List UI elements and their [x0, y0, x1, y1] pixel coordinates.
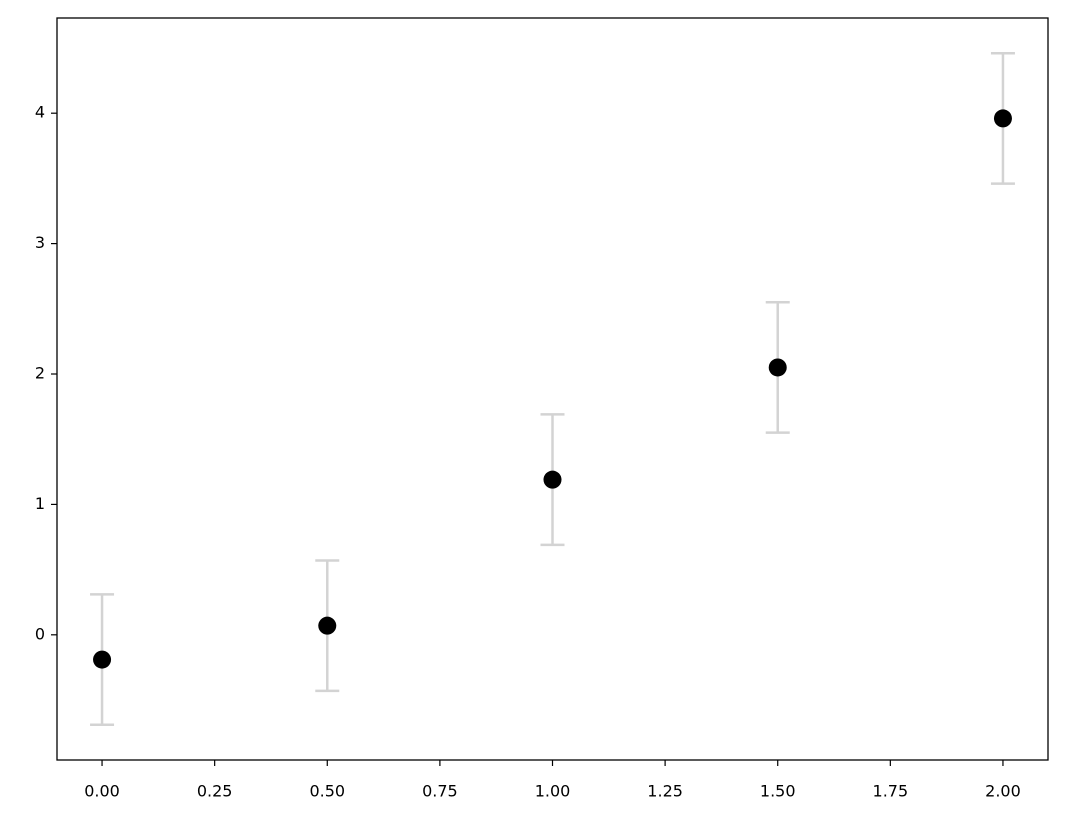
point [543, 470, 562, 489]
x-tick-label: 0.00 [84, 782, 120, 801]
point [318, 616, 337, 635]
x-tick-label: 0.25 [197, 782, 233, 801]
x-tick-label: 1.50 [760, 782, 796, 801]
x-tick-label: 0.50 [309, 782, 345, 801]
y-tick-label: 3 [35, 233, 45, 252]
x-tick-label: 1.00 [535, 782, 571, 801]
y-tick-label: 2 [35, 364, 45, 383]
x-tick-label: 2.00 [985, 782, 1021, 801]
x-tick-label: 1.25 [647, 782, 683, 801]
y-tick-label: 1 [35, 494, 45, 513]
point [993, 109, 1012, 128]
y-tick-label: 0 [35, 624, 45, 643]
x-tick-label: 1.75 [873, 782, 909, 801]
point [768, 358, 787, 377]
point [93, 650, 112, 669]
x-tick-label: 0.75 [422, 782, 458, 801]
y-tick-label: 4 [35, 103, 45, 122]
plot-frame [56, 17, 1049, 761]
